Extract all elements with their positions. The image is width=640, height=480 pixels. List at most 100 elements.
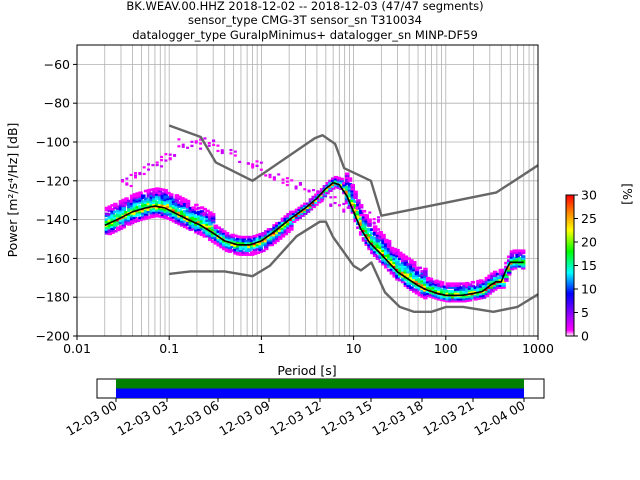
density-cell [163, 190, 168, 194]
density-cell [258, 244, 263, 248]
density-cell [484, 280, 490, 284]
density-cell [303, 204, 308, 208]
density-cell [456, 286, 462, 289]
density-cell [451, 292, 456, 295]
density-cell [141, 194, 146, 198]
density-cell [375, 232, 381, 235]
density-cell [202, 213, 207, 217]
density-cell [138, 199, 143, 202]
density-cell [361, 209, 367, 213]
density-cell [188, 216, 194, 220]
density-cell [520, 266, 526, 270]
density-cell [289, 228, 294, 231]
density-cell [381, 262, 386, 266]
density-cell [479, 281, 484, 284]
density-cell [459, 282, 464, 286]
density-cell [381, 251, 386, 254]
density-cell [286, 220, 291, 224]
density-cell [314, 199, 319, 202]
density-cell [194, 230, 199, 234]
density-cell [125, 177, 129, 180]
density-cell [241, 239, 247, 243]
density-cell [414, 289, 420, 293]
density-cell [504, 265, 509, 269]
density-cell [375, 243, 381, 247]
density-cell [110, 225, 115, 229]
density-cell [473, 297, 478, 301]
density-cell [124, 218, 129, 222]
density-cell [219, 230, 224, 233]
density-cell [462, 286, 467, 289]
density-cell [118, 202, 124, 205]
density-cell [110, 213, 115, 217]
density-cell [364, 216, 369, 219]
density-cell [294, 208, 300, 212]
density-cell [113, 206, 118, 210]
density-cell [110, 204, 115, 207]
density-cell [336, 184, 342, 188]
density-cell [465, 299, 470, 302]
density-cell [146, 194, 152, 198]
density-cell [213, 224, 219, 228]
density-cell [208, 234, 213, 238]
density-cell [439, 298, 445, 302]
density-cell [182, 200, 188, 203]
density-cell [344, 178, 350, 181]
density-cell [188, 207, 194, 210]
density-cell [375, 247, 381, 251]
density-cell [414, 278, 420, 281]
density-cell [149, 203, 154, 207]
density-cell [456, 297, 462, 301]
density-cell [236, 249, 241, 252]
density-cell [227, 250, 233, 253]
density-cell [395, 252, 400, 256]
density-cell [434, 283, 439, 287]
density-cell [492, 288, 498, 291]
density-cell [451, 297, 456, 301]
density-cell [437, 284, 442, 288]
density-cell [121, 216, 126, 219]
density-cell [398, 255, 403, 259]
density-cell [141, 211, 146, 215]
x-tick-label: 10 [346, 341, 362, 356]
density-cell [168, 153, 172, 156]
density-cell [171, 214, 177, 217]
density-cell [152, 191, 157, 195]
density-cell [411, 290, 417, 293]
density-cell [149, 209, 154, 213]
density-cell [157, 191, 163, 195]
density-cell [504, 273, 509, 277]
density-cell [124, 214, 129, 218]
density-cell [196, 222, 202, 226]
density-cell [269, 237, 275, 241]
density-cell [498, 274, 504, 278]
density-cell [129, 204, 135, 207]
density-cell [492, 276, 498, 280]
density-cell [160, 194, 166, 197]
density-cell [264, 174, 268, 177]
density-cell [328, 181, 333, 185]
density-cell [506, 269, 512, 272]
density-cell [157, 197, 163, 201]
density-cell [344, 182, 350, 185]
density-cell [384, 264, 389, 267]
density-cell [372, 248, 378, 252]
density-cell [339, 177, 344, 181]
density-cell [258, 236, 263, 240]
density-cell [364, 220, 369, 223]
density-cell [266, 228, 272, 231]
density-cell [392, 257, 397, 261]
density-cell [125, 183, 129, 186]
density-cell [233, 234, 238, 238]
density-cell [406, 268, 411, 272]
density-cell [333, 183, 339, 187]
density-cell [487, 276, 492, 280]
density-cell [244, 241, 249, 245]
density-cell [403, 259, 409, 262]
density-cell [353, 219, 358, 223]
density-cell [479, 279, 484, 282]
density-cell [127, 213, 132, 216]
density-cell [425, 286, 431, 290]
density-cell [344, 174, 350, 178]
density-cell [492, 286, 498, 289]
